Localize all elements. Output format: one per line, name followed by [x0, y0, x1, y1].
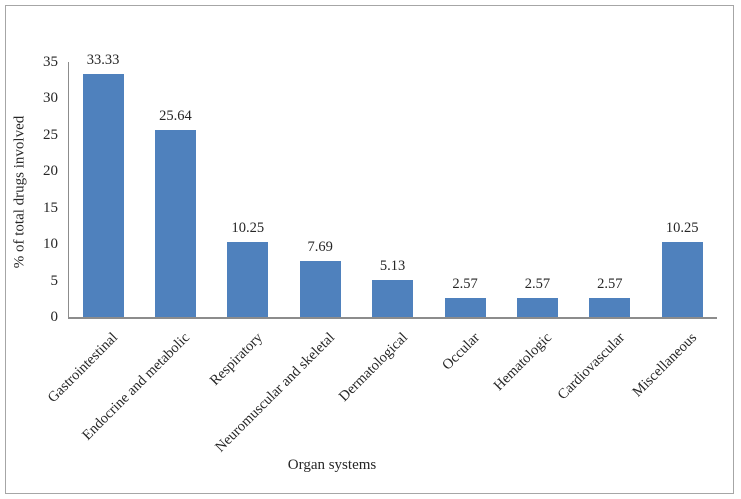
bar [372, 280, 414, 317]
y-axis-line [68, 62, 69, 317]
y-tick-label: 35 [43, 54, 58, 70]
bar [516, 298, 558, 317]
bar [82, 74, 124, 317]
y-tick-label: 25 [43, 126, 58, 143]
bar-value-label: 10.25 [231, 220, 265, 236]
bar-value-label: 7.69 [307, 239, 333, 255]
bar-value-label: 2.57 [597, 276, 623, 292]
bar-value-label: 5.13 [379, 258, 406, 274]
x-axis-title: Organ systems [287, 457, 377, 473]
bar [154, 130, 196, 317]
y-tick-label: 15 [43, 199, 58, 216]
bar [661, 242, 703, 317]
bar [227, 242, 269, 317]
bar-value-label: 33.33 [86, 52, 120, 68]
bar-value-label: 25.64 [159, 108, 192, 124]
bar [589, 298, 631, 317]
x-axis-line [68, 317, 717, 319]
bar-value-label: 10.25 [665, 220, 699, 236]
bar-value-label: 2.57 [524, 276, 551, 292]
bar [299, 261, 341, 317]
bar [444, 298, 486, 317]
bar-value-label: 2.57 [452, 276, 478, 292]
y-tick-label: 0 [50, 309, 59, 325]
y-tick-label: 30 [43, 90, 58, 107]
y-tick-label: 20 [43, 163, 58, 180]
y-tick-label: 10 [43, 236, 58, 253]
y-tick-label: 5 [50, 272, 59, 289]
